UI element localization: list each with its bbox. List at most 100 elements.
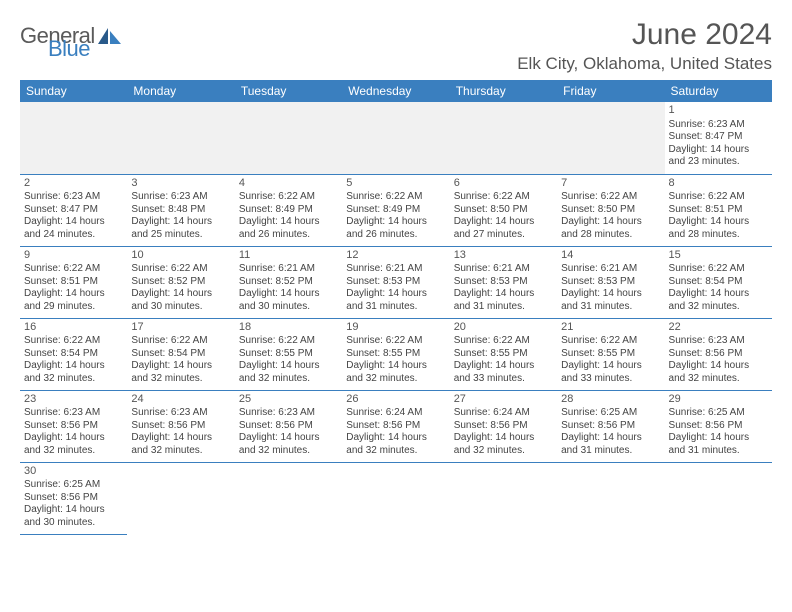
weekday-header-row: SundayMondayTuesdayWednesdayThursdayFrid…	[20, 80, 772, 102]
sunrise-line: Sunrise: 6:22 AM	[131, 335, 230, 348]
empty-cell	[342, 102, 449, 174]
empty-cell	[557, 102, 664, 174]
daylight-line: Daylight: 14 hours and 30 minutes.	[24, 504, 123, 529]
day-cell: 7Sunrise: 6:22 AMSunset: 8:50 PMDaylight…	[557, 174, 664, 246]
day-cell: 9Sunrise: 6:22 AMSunset: 8:51 PMDaylight…	[20, 246, 127, 318]
sunrise-line: Sunrise: 6:22 AM	[24, 335, 123, 348]
day-number: 30	[24, 465, 123, 479]
sunrise-line: Sunrise: 6:21 AM	[454, 263, 553, 276]
sunrise-line: Sunrise: 6:21 AM	[239, 263, 338, 276]
day-cell: 26Sunrise: 6:24 AMSunset: 8:56 PMDayligh…	[342, 390, 449, 462]
sunset-line: Sunset: 8:54 PM	[669, 276, 768, 289]
sunrise-line: Sunrise: 6:22 AM	[454, 335, 553, 348]
day-number: 20	[454, 321, 553, 335]
daylight-line: Daylight: 14 hours and 32 minutes.	[131, 432, 230, 457]
blank-cell	[557, 462, 664, 534]
calendar-row: 30Sunrise: 6:25 AMSunset: 8:56 PMDayligh…	[20, 462, 772, 534]
sunrise-line: Sunrise: 6:22 AM	[131, 263, 230, 276]
daylight-line: Daylight: 14 hours and 32 minutes.	[346, 432, 445, 457]
day-number: 19	[346, 321, 445, 335]
day-cell: 28Sunrise: 6:25 AMSunset: 8:56 PMDayligh…	[557, 390, 664, 462]
day-cell: 19Sunrise: 6:22 AMSunset: 8:55 PMDayligh…	[342, 318, 449, 390]
empty-cell	[235, 102, 342, 174]
day-number: 23	[24, 393, 123, 407]
daylight-line: Daylight: 14 hours and 32 minutes.	[239, 360, 338, 385]
sunset-line: Sunset: 8:53 PM	[454, 276, 553, 289]
sunset-line: Sunset: 8:56 PM	[346, 420, 445, 433]
sunset-line: Sunset: 8:47 PM	[24, 204, 123, 217]
calendar-row: 16Sunrise: 6:22 AMSunset: 8:54 PMDayligh…	[20, 318, 772, 390]
daylight-line: Daylight: 14 hours and 26 minutes.	[239, 216, 338, 241]
calendar-body: 1Sunrise: 6:23 AMSunset: 8:47 PMDaylight…	[20, 102, 772, 534]
sunset-line: Sunset: 8:56 PM	[131, 420, 230, 433]
sunset-line: Sunset: 8:56 PM	[454, 420, 553, 433]
day-cell: 29Sunrise: 6:25 AMSunset: 8:56 PMDayligh…	[665, 390, 772, 462]
daylight-line: Daylight: 14 hours and 33 minutes.	[454, 360, 553, 385]
day-cell: 4Sunrise: 6:22 AMSunset: 8:49 PMDaylight…	[235, 174, 342, 246]
day-number: 9	[24, 249, 123, 263]
day-number: 14	[561, 249, 660, 263]
day-cell: 20Sunrise: 6:22 AMSunset: 8:55 PMDayligh…	[450, 318, 557, 390]
empty-cell	[20, 102, 127, 174]
sunrise-line: Sunrise: 6:24 AM	[454, 407, 553, 420]
day-number: 2	[24, 177, 123, 191]
sunset-line: Sunset: 8:51 PM	[24, 276, 123, 289]
weekday-header: Thursday	[450, 80, 557, 102]
sunset-line: Sunset: 8:51 PM	[669, 204, 768, 217]
sunset-line: Sunset: 8:53 PM	[561, 276, 660, 289]
sunrise-line: Sunrise: 6:22 AM	[454, 191, 553, 204]
calendar-row: 23Sunrise: 6:23 AMSunset: 8:56 PMDayligh…	[20, 390, 772, 462]
day-number: 12	[346, 249, 445, 263]
day-number: 1	[669, 104, 768, 118]
sunset-line: Sunset: 8:54 PM	[131, 348, 230, 361]
day-cell: 12Sunrise: 6:21 AMSunset: 8:53 PMDayligh…	[342, 246, 449, 318]
day-cell: 10Sunrise: 6:22 AMSunset: 8:52 PMDayligh…	[127, 246, 234, 318]
sunset-line: Sunset: 8:56 PM	[669, 420, 768, 433]
day-cell: 17Sunrise: 6:22 AMSunset: 8:54 PMDayligh…	[127, 318, 234, 390]
day-cell: 5Sunrise: 6:22 AMSunset: 8:49 PMDaylight…	[342, 174, 449, 246]
day-number: 22	[669, 321, 768, 335]
daylight-line: Daylight: 14 hours and 32 minutes.	[454, 432, 553, 457]
daylight-line: Daylight: 14 hours and 32 minutes.	[239, 432, 338, 457]
sunset-line: Sunset: 8:56 PM	[24, 420, 123, 433]
day-cell: 15Sunrise: 6:22 AMSunset: 8:54 PMDayligh…	[665, 246, 772, 318]
sunrise-line: Sunrise: 6:23 AM	[669, 119, 768, 132]
day-number: 25	[239, 393, 338, 407]
weekday-header: Sunday	[20, 80, 127, 102]
sunset-line: Sunset: 8:50 PM	[454, 204, 553, 217]
sunset-line: Sunset: 8:55 PM	[561, 348, 660, 361]
day-number: 15	[669, 249, 768, 263]
daylight-line: Daylight: 14 hours and 24 minutes.	[24, 216, 123, 241]
sunset-line: Sunset: 8:56 PM	[669, 348, 768, 361]
sunset-line: Sunset: 8:52 PM	[131, 276, 230, 289]
sunrise-line: Sunrise: 6:23 AM	[239, 407, 338, 420]
day-number: 21	[561, 321, 660, 335]
sunrise-line: Sunrise: 6:24 AM	[346, 407, 445, 420]
sunset-line: Sunset: 8:53 PM	[346, 276, 445, 289]
sunrise-line: Sunrise: 6:22 AM	[239, 335, 338, 348]
sunrise-line: Sunrise: 6:21 AM	[346, 263, 445, 276]
day-cell: 16Sunrise: 6:22 AMSunset: 8:54 PMDayligh…	[20, 318, 127, 390]
daylight-line: Daylight: 14 hours and 31 minutes.	[561, 288, 660, 313]
sunrise-line: Sunrise: 6:22 AM	[669, 191, 768, 204]
day-cell: 24Sunrise: 6:23 AMSunset: 8:56 PMDayligh…	[127, 390, 234, 462]
sunset-line: Sunset: 8:55 PM	[346, 348, 445, 361]
blank-cell	[665, 462, 772, 534]
blank-cell	[235, 462, 342, 534]
daylight-line: Daylight: 14 hours and 29 minutes.	[24, 288, 123, 313]
sunrise-line: Sunrise: 6:23 AM	[131, 407, 230, 420]
daylight-line: Daylight: 14 hours and 31 minutes.	[346, 288, 445, 313]
sunrise-line: Sunrise: 6:22 AM	[561, 335, 660, 348]
day-number: 18	[239, 321, 338, 335]
day-number: 27	[454, 393, 553, 407]
weekday-header: Tuesday	[235, 80, 342, 102]
logo: General Blue	[20, 26, 123, 59]
blank-cell	[127, 462, 234, 534]
daylight-line: Daylight: 14 hours and 32 minutes.	[24, 360, 123, 385]
sunset-line: Sunset: 8:49 PM	[346, 204, 445, 217]
day-cell: 23Sunrise: 6:23 AMSunset: 8:56 PMDayligh…	[20, 390, 127, 462]
day-cell: 1Sunrise: 6:23 AMSunset: 8:47 PMDaylight…	[665, 102, 772, 174]
day-cell: 21Sunrise: 6:22 AMSunset: 8:55 PMDayligh…	[557, 318, 664, 390]
calendar-table: SundayMondayTuesdayWednesdayThursdayFrid…	[20, 80, 772, 535]
sunrise-line: Sunrise: 6:23 AM	[24, 407, 123, 420]
